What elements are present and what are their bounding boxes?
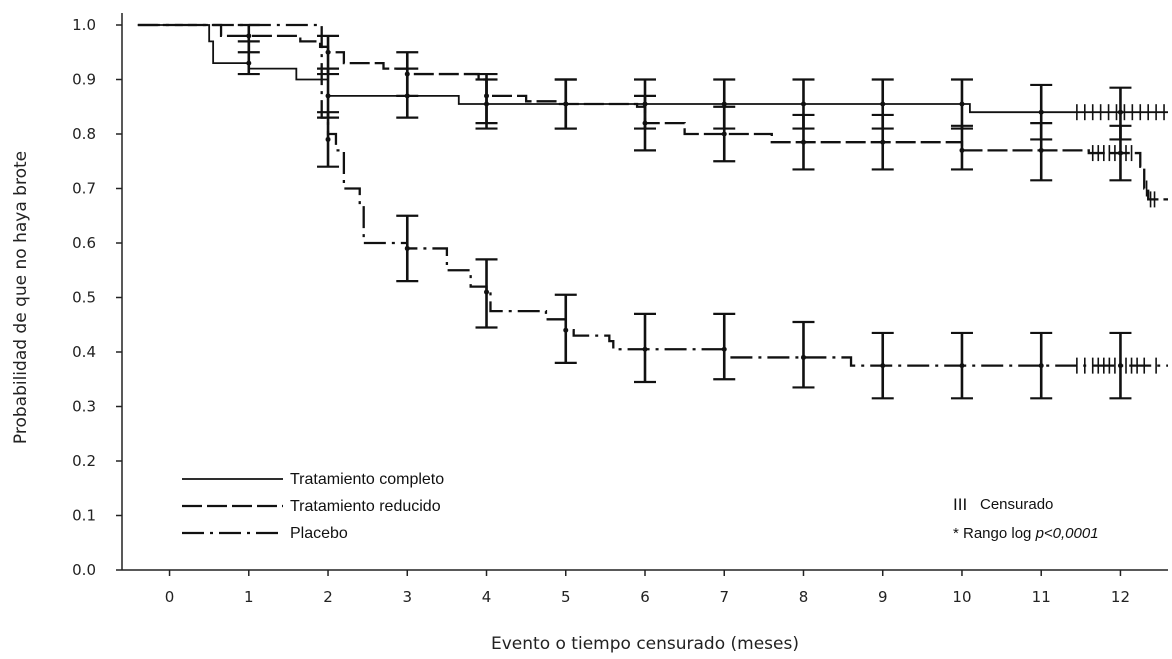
x-tick-label: 1 [244,588,254,606]
censored-label: Censurado [980,496,1053,513]
ci-point-tratamiento-reducido [484,93,490,99]
ci-point-tratamiento-reducido [800,139,806,145]
y-tick-label: 0.3 [72,398,96,416]
x-tick-label: 6 [640,588,650,606]
censored-symbol: III [953,495,967,514]
x-tick-label: 11 [1032,588,1051,606]
ci-point-tratamiento-completo [880,101,886,107]
curve-tratamiento-reducido [137,23,1168,201]
x-tick-label: 3 [402,588,412,606]
x-tick-label: 4 [482,588,492,606]
y-tick-label: 0.0 [72,561,96,579]
ci-point-tratamiento-completo [246,60,252,66]
ci-point-tratamiento-completo [1117,109,1123,115]
x-tick-label: 8 [799,588,809,606]
ci-point-tratamiento-reducido [721,131,727,137]
ci-point-placebo [959,363,965,369]
ci-point-tratamiento-reducido [246,33,252,39]
y-tick-label: 0.7 [72,180,96,198]
ci-point-tratamiento-reducido [959,147,965,153]
curve-tratamiento-completo [137,24,1168,114]
ci-point-tratamiento-completo [959,101,965,107]
ci-point-tratamiento-reducido [1038,147,1044,153]
legend-label-tratamiento-completo: Tratamiento completo [290,471,444,488]
ci-point-tratamiento-reducido [880,139,886,145]
axes: 0.00.10.20.30.40.50.60.70.80.91.00 1 2 3 4 5 6… [72,13,1168,606]
legend: Tratamiento completo Tratamiento reducid… [182,471,444,542]
log-rank-prefix: * Rango log [953,525,1036,542]
x-axis-label: Evento o tiempo censurado (meses) [491,634,799,654]
ci-point-placebo [880,363,886,369]
y-tick-label: 0.2 [72,452,96,470]
plot-area [137,23,1168,400]
y-axis-label: Probabilidad de que no haya brote [11,151,31,444]
ci-point-tratamiento-completo [721,101,727,107]
y-tick-label: 0.5 [72,289,96,307]
ci-point-placebo [642,346,648,352]
ci-point-placebo [404,245,410,251]
log-rank-p-value: p<0,0001 [1035,525,1099,542]
ci-point-tratamiento-completo [325,93,331,99]
ci-point-placebo [800,354,806,360]
ci-point-placebo [563,327,569,333]
y-tick-label: 1.0 [72,16,96,34]
y-tick-label: 0.9 [72,71,96,89]
x-tick-label: 9 [878,588,888,606]
x-tick-label: 0 [165,588,175,606]
ci-point-placebo [484,289,490,295]
ci-point-tratamiento-completo [1038,109,1044,115]
ci-point-placebo [1038,363,1044,369]
log-rank-note: * Rango log p<0,0001 [953,525,1099,542]
legend-label-placebo: Placebo [290,525,348,542]
x-tick-label: 5 [561,588,571,606]
y-tick-label: 0.8 [72,125,96,143]
legend-label-tratamiento-reducido: Tratamiento reducido [290,498,441,515]
y-tick-label: 0.1 [72,507,96,525]
ci-point-tratamiento-reducido [404,71,410,77]
ci-point-placebo [721,346,727,352]
x-tick-label: 7 [719,588,729,606]
x-tick-label: 2 [323,588,333,606]
y-tick-label: 0.6 [72,234,96,252]
y-tick-label: 0.4 [72,343,96,361]
ci-point-tratamiento-reducido [325,49,331,55]
ci-point-tratamiento-completo [800,101,806,107]
ci-point-tratamiento-reducido [642,120,648,126]
ci-point-placebo [325,136,331,142]
x-tick-label: 10 [952,588,971,606]
annotations: III Censurado * Rango log p<0,0001 [953,495,1099,542]
x-tick-label: 12 [1111,588,1130,606]
ci-point-tratamiento-reducido [563,101,569,107]
